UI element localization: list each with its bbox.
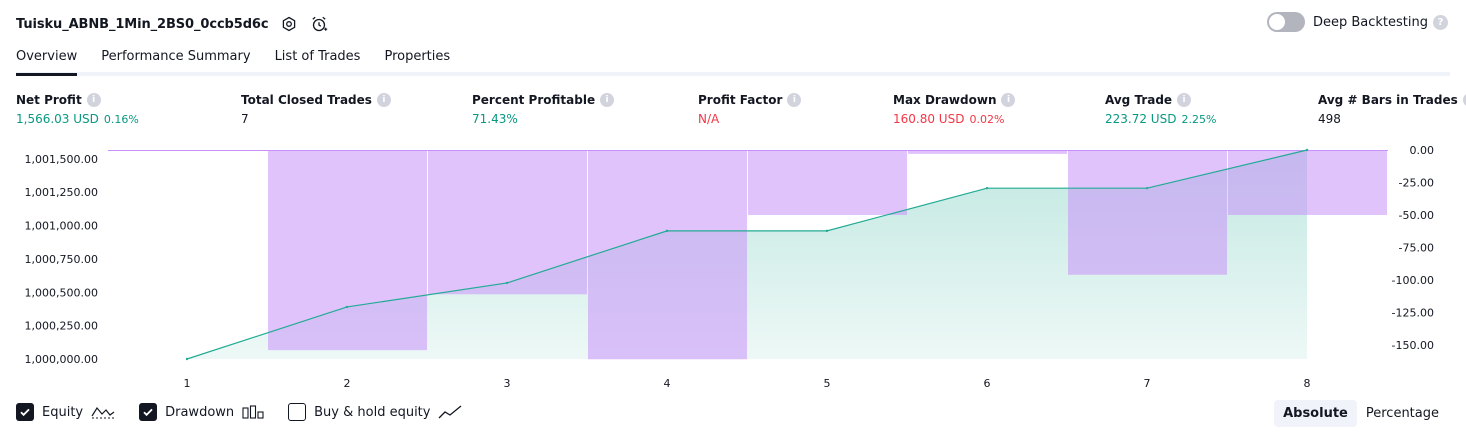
- metric-label: Profit Factor: [698, 93, 783, 107]
- percentage-button[interactable]: Percentage: [1365, 406, 1439, 421]
- drawdown-checkbox[interactable]: [139, 403, 158, 421]
- settings-icon[interactable]: [276, 11, 302, 37]
- left-axis-tick-label: 1,000,500.00: [25, 286, 98, 299]
- metric-sub-value: 0.02%: [969, 113, 1005, 126]
- metric-label: Max Drawdown: [893, 93, 997, 107]
- equity-drawdown-chart[interactable]: 1,001,500.00 1,001,250.00 1,001,000.00 1,00…: [0, 140, 1466, 395]
- equity-line: [186, 149, 1308, 360]
- metric-value: N/A: [698, 112, 720, 126]
- equity-point: [1305, 148, 1309, 152]
- x-axis-tick-label: 2: [344, 377, 351, 390]
- drawdown-bar: [1068, 150, 1227, 275]
- x-axis-tick-label: 3: [504, 377, 511, 390]
- metric-value: 71.43%: [472, 112, 518, 126]
- metric-total-closed-trades: Total Closed Trades i 7: [241, 93, 391, 126]
- legend-drawdown[interactable]: Drawdown: [139, 403, 264, 421]
- deep-backtesting: Deep Backtesting ?: [1266, 12, 1448, 32]
- right-axis-tick-label: -150.00: [1392, 339, 1434, 352]
- right-axis-tick-label: 0.00: [1410, 144, 1435, 157]
- metric-value: 1,566.03 USD: [16, 112, 99, 126]
- chart-legend: Equity Drawdown Buy & hold equity: [16, 403, 486, 421]
- tab-properties[interactable]: Properties: [384, 49, 451, 64]
- value-mode-switch: Absolute Percentage: [1274, 400, 1448, 427]
- metric-value: 498: [1318, 112, 1341, 126]
- equity-checkbox[interactable]: [16, 403, 34, 421]
- metric-sub-value: 2.25%: [1181, 113, 1217, 126]
- right-axis-tick-label: -75.00: [1399, 241, 1434, 254]
- drawdown-bar: [908, 150, 1067, 154]
- tab-performance-summary[interactable]: Performance Summary: [101, 49, 251, 64]
- info-icon[interactable]: i: [1177, 93, 1192, 107]
- drawdown-bar: [268, 150, 427, 351]
- tab-overview[interactable]: Overview: [16, 44, 78, 76]
- equity-point: [985, 186, 989, 190]
- equity-point: [345, 305, 349, 309]
- metric-sub-value: 0.16%: [103, 113, 139, 126]
- info-icon[interactable]: i: [1462, 93, 1466, 107]
- metric-value: 7: [241, 112, 249, 126]
- strategy-title: Tuisku_ABNB_1Min_2BS0_0ccb5d6c: [16, 16, 269, 32]
- legend-drawdown-label: Drawdown: [165, 404, 235, 420]
- help-icon[interactable]: ?: [1433, 14, 1448, 30]
- metric-avg-bars-in-trades: Avg # Bars in Trades i 498: [1318, 93, 1466, 126]
- x-axis-tick-label: 6: [984, 377, 991, 390]
- buy-hold-checkbox[interactable]: [288, 403, 307, 421]
- left-axis-tick-label: 1,000,000.00: [25, 353, 98, 366]
- left-axis-tick-label: 1,001,250.00: [25, 186, 98, 199]
- metric-percent-profitable: Percent Profitable i 71.43%: [472, 93, 615, 126]
- right-axis-tick-label: -125.00: [1392, 306, 1434, 319]
- metric-label: Avg # Bars in Trades: [1318, 93, 1458, 107]
- equity-point: [825, 229, 829, 233]
- equity-point: [185, 357, 189, 361]
- right-axis-tick-label: -50.00: [1399, 209, 1434, 222]
- drawdown-bar: [428, 150, 587, 295]
- info-icon[interactable]: i: [1001, 93, 1016, 107]
- deep-backtesting-label: Deep Backtesting: [1312, 14, 1428, 30]
- info-icon[interactable]: i: [86, 93, 101, 107]
- right-axis-tick-label: -25.00: [1399, 176, 1434, 189]
- equity-point: [505, 281, 509, 285]
- deep-backtesting-toggle[interactable]: [1266, 12, 1305, 32]
- metric-value: 223.72 USD: [1105, 112, 1177, 126]
- absolute-button[interactable]: Absolute: [1274, 400, 1357, 427]
- info-icon[interactable]: i: [376, 93, 391, 107]
- metric-label: Percent Profitable: [472, 93, 596, 107]
- legend-buy-hold-equity[interactable]: Buy & hold equity: [288, 403, 462, 421]
- metric-max-drawdown: Max Drawdown i 160.80 USD 0.02%: [893, 93, 1016, 126]
- equity-chart-icon: [91, 405, 115, 419]
- tab-list-of-trades[interactable]: List of Trades: [274, 49, 361, 64]
- metric-avg-trade: Avg Trade i 223.72 USD 2.25%: [1105, 93, 1216, 126]
- metric-profit-factor: Profit Factor i N/A: [698, 93, 802, 126]
- legend-buy-hold-label: Buy & hold equity: [314, 404, 431, 420]
- drawdown-bar: [748, 150, 907, 215]
- left-axis-tick-label: 1,000,250.00: [25, 320, 98, 333]
- left-axis-tick-label: 1,001,000.00: [25, 220, 98, 233]
- metric-value: 160.80 USD: [893, 112, 965, 126]
- metric-label: Avg Trade: [1105, 93, 1173, 107]
- equity-point: [1145, 186, 1149, 190]
- drawdown-bars-icon: [242, 405, 264, 419]
- header: Tuisku_ABNB_1Min_2BS0_0ccb5d6c: [16, 10, 332, 38]
- equity-point: [665, 229, 669, 233]
- info-icon[interactable]: i: [600, 93, 615, 107]
- x-axis-tick-label: 4: [664, 377, 671, 390]
- info-icon[interactable]: i: [787, 93, 802, 107]
- x-axis-tick-label: 7: [1144, 377, 1151, 390]
- left-axis-tick-label: 1,000,750.00: [25, 253, 98, 266]
- metric-label: Net Profit: [16, 93, 82, 107]
- metric-net-profit: Net Profit i 1,566.03 USD 0.16%: [16, 93, 139, 126]
- tab-bar: Overview Performance Summary List of Tra…: [16, 44, 1450, 76]
- drawdown-bar: [588, 150, 747, 360]
- x-axis-tick-label: 1: [184, 377, 191, 390]
- right-axis-tick-label: -100.00: [1392, 274, 1434, 287]
- add-alert-icon[interactable]: [306, 11, 332, 37]
- legend-equity[interactable]: Equity: [16, 403, 115, 421]
- legend-equity-label: Equity: [42, 404, 84, 420]
- x-axis-tick-label: 8: [1304, 377, 1311, 390]
- drawdown-bar: [1228, 150, 1387, 215]
- left-axis-tick-label: 1,001,500.00: [25, 153, 98, 166]
- buy-hold-line-icon: [438, 404, 462, 420]
- x-axis-tick-label: 5: [824, 377, 831, 390]
- metric-label: Total Closed Trades: [241, 93, 372, 107]
